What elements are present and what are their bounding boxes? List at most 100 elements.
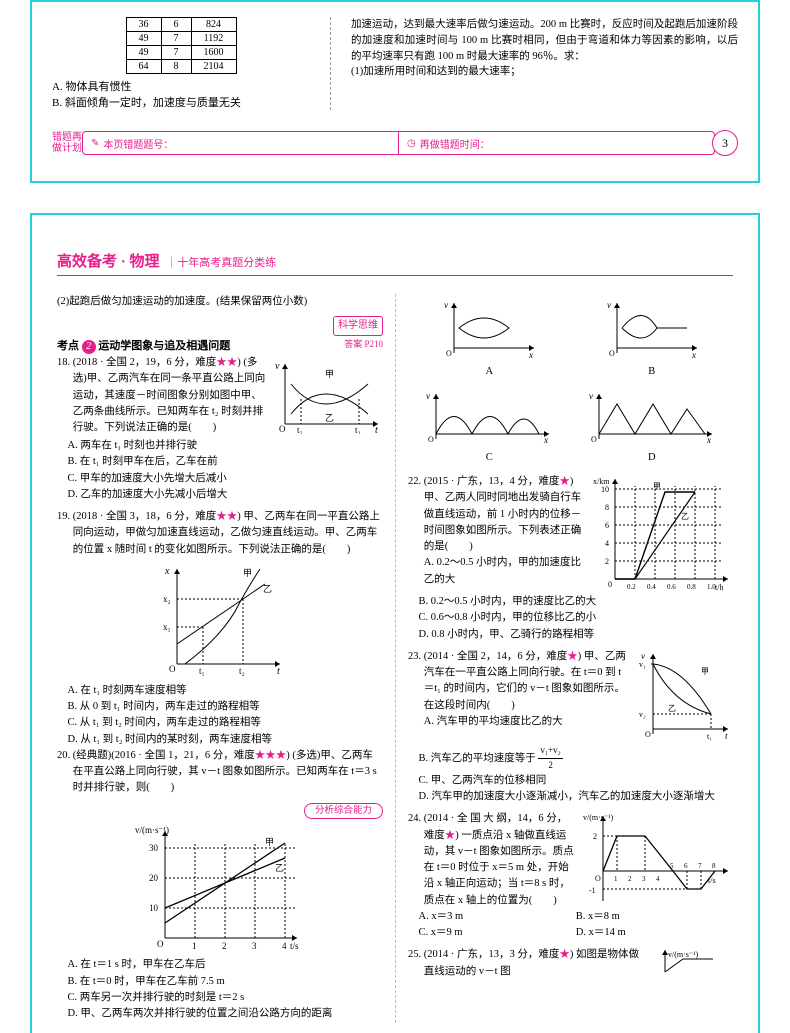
sub-q1: (1)加速所用时间和达到的最大速率； bbox=[351, 64, 738, 80]
page-number: 3 bbox=[712, 130, 738, 156]
svg-text:v: v bbox=[444, 300, 448, 310]
svg-text:乙: 乙 bbox=[325, 413, 334, 423]
top-panel: 366824 4971192 4971600 6482104 A. 物体具有惯性… bbox=[30, 0, 760, 183]
svg-text:O: O bbox=[169, 664, 176, 674]
svg-text:t/h: t/h bbox=[715, 583, 723, 592]
svg-text:x: x bbox=[164, 566, 170, 577]
svg-text:x: x bbox=[691, 350, 696, 358]
option-figs-row2: xvO C xvO D bbox=[408, 389, 733, 467]
table-row: 6482104 bbox=[126, 60, 236, 74]
svg-text:甲: 甲 bbox=[265, 837, 274, 847]
svg-text:t/s: t/s bbox=[290, 941, 299, 951]
svg-text:乙: 乙 bbox=[668, 704, 676, 713]
svg-text:O: O bbox=[609, 349, 615, 358]
svg-text:1: 1 bbox=[192, 941, 197, 951]
svg-text:t₁: t₁ bbox=[297, 425, 303, 434]
q24-b: B. x＝8 m bbox=[576, 909, 733, 925]
q-continuation: (2)起跑后做匀加速运动的加速度。(结果保留两位小数) bbox=[57, 294, 383, 310]
q20-b: B. 在 t＝0 时，甲车在乙车前 7.5 m bbox=[57, 974, 383, 990]
q23: 23. (2014 · 全国 2，14，6 分，难度★) 甲、乙两汽车在一平直公… bbox=[408, 649, 733, 805]
mistake-box-2[interactable]: ◷再做错题时间： bbox=[399, 132, 714, 154]
svg-text:v: v bbox=[426, 391, 430, 401]
answer-ref: 答案 P210 bbox=[344, 338, 383, 352]
q24-d: D. x＝14 m bbox=[576, 925, 733, 941]
q24: 24. (2014 · 全 国 大 纲，14，6 分，难度★) 一质点沿 x 轴… bbox=[408, 811, 733, 941]
svg-text:v: v bbox=[607, 300, 611, 310]
q24-a: A. x＝3 m bbox=[419, 909, 576, 925]
svg-text:v: v bbox=[275, 361, 280, 372]
svg-text:t: t bbox=[725, 731, 728, 741]
mistake-plan-row: 错题再做计划 ✎本页错题题号： ◷再做错题时间： 3 bbox=[52, 130, 738, 156]
svg-text:t/s: t/s bbox=[708, 876, 716, 885]
q18-c: C. 甲车的加速度大小先增大后减小 bbox=[57, 471, 383, 487]
svg-text:30: 30 bbox=[149, 843, 159, 853]
table-row: 366824 bbox=[126, 18, 236, 32]
fig-q20: t/sv/(m·s⁻¹) O 10 20 30 1 2 3 4 甲乙 bbox=[135, 823, 305, 953]
svg-text:O: O bbox=[428, 435, 434, 444]
mistake-label: 错题再做计划 bbox=[52, 132, 82, 154]
fig-opt-b: x v O bbox=[602, 298, 702, 358]
option-b: B. 斜面倾角一定时，加速度与质量无关 bbox=[52, 94, 310, 110]
option-figs-row1: xvO A xvO B bbox=[408, 298, 733, 381]
svg-text:乙: 乙 bbox=[263, 584, 272, 594]
svg-text:0.8: 0.8 bbox=[687, 583, 696, 591]
svg-text:v/(m·s⁻¹): v/(m·s⁻¹) bbox=[135, 825, 169, 835]
svg-text:O: O bbox=[645, 730, 651, 739]
q22-c: C. 0.6～0.8 小时内，甲的位移比乙的小 bbox=[408, 610, 733, 626]
mistake-boxes: ✎本页错题题号： ◷再做错题时间： bbox=[82, 131, 715, 155]
topic-label: 考点 bbox=[57, 340, 79, 352]
svg-text:1.0: 1.0 bbox=[707, 583, 716, 591]
q19-c: C. 从 t₁ 到 t₂ 时间内，两车走过的路程相等 bbox=[57, 715, 383, 731]
svg-text:-1: -1 bbox=[589, 886, 596, 895]
topic-header: 考点 2 运动学图象与追及相遇问题 答案 P210 bbox=[57, 338, 383, 355]
q18: 18. (2018 · 全国 2，19，6 分，难度★★) (多选)甲、乙两汽车… bbox=[57, 355, 383, 503]
svg-text:t₁: t₁ bbox=[707, 732, 712, 741]
q19-b: B. 从 0 到 t₁ 时间内，两车走过的路程相等 bbox=[57, 699, 383, 715]
table-row: 4971192 bbox=[126, 32, 236, 46]
svg-text:10: 10 bbox=[601, 485, 609, 494]
fig-q18: tv O 甲乙 t₁ t₂ bbox=[273, 359, 383, 434]
q22-a: A. 0.2～0.5 小时内，甲的加速度比乙的大 bbox=[424, 555, 587, 588]
svg-text:4: 4 bbox=[656, 875, 660, 883]
svg-text:v₁: v₁ bbox=[639, 660, 646, 669]
header-brand: 高效备考 · 物理 bbox=[57, 254, 160, 270]
svg-text:t: t bbox=[375, 425, 378, 434]
svg-text:8: 8 bbox=[605, 503, 609, 512]
table-row: 4971600 bbox=[126, 46, 236, 60]
svg-text:v/(m·s⁻¹): v/(m·s⁻¹) bbox=[668, 950, 699, 959]
q20: 20. (经典题)(2016 · 全国 1，21，6 分，难度★★★) (多选)… bbox=[57, 748, 383, 797]
svg-text:甲: 甲 bbox=[701, 667, 709, 676]
q23-c: C. 甲、乙两汽车的位移相同 bbox=[408, 773, 733, 789]
top-right: 加速运动，达到最大速率后做匀速运动。200 m 比赛时，反应时间及起跑后加速阶段… bbox=[351, 17, 738, 110]
q22-b: B. 0.2～0.5 小时内，甲的速度比乙的大 bbox=[408, 594, 733, 610]
svg-text:O: O bbox=[595, 874, 601, 883]
svg-text:O: O bbox=[446, 349, 452, 358]
svg-text:8: 8 bbox=[712, 862, 716, 870]
q22-body: 甲、乙两人同时同地出发骑自行车做直线运动，前 1 小时内的位移－时间图象如图所示… bbox=[424, 492, 582, 552]
top-left: 366824 4971192 4971600 6482104 A. 物体具有惯性… bbox=[52, 17, 310, 110]
q20-d: D. 甲、乙两车两次并排行驶的位置之间沿公路方向的距离 bbox=[57, 1006, 383, 1022]
q20-head: 20. (经典题)(2016 · 全国 1，21，6 分，难度 bbox=[57, 750, 255, 761]
svg-text:2: 2 bbox=[605, 557, 609, 566]
svg-text:x: x bbox=[528, 350, 533, 358]
svg-text:t₁: t₁ bbox=[199, 666, 205, 676]
q25: 25. (2014 · 广东，13，3 分，难度★) 如图是物体做直线运动的 v… bbox=[408, 947, 733, 980]
q22-head: 22. (2015 · 广东，13，4 分，难度 bbox=[408, 476, 559, 487]
pencil-icon: ✎ bbox=[91, 138, 99, 149]
tag-analysis: 分析综合能力 bbox=[304, 803, 383, 820]
topic-title: 运动学图象与追及相遇问题 bbox=[98, 340, 230, 352]
svg-text:甲: 甲 bbox=[243, 568, 252, 578]
q18-b: B. 在 t₁ 时刻甲车在后，乙车在前 bbox=[57, 454, 383, 470]
svg-text:O: O bbox=[279, 424, 286, 434]
svg-text:乙: 乙 bbox=[681, 512, 689, 521]
opt-c-label: C bbox=[424, 450, 554, 466]
q23-head: 23. (2014 · 全国 2，14，6 分，难度 bbox=[408, 651, 567, 662]
svg-text:2: 2 bbox=[593, 832, 597, 841]
svg-text:7: 7 bbox=[698, 862, 702, 870]
fig-q23: tvO 甲乙 v₁ v₂t₁ bbox=[633, 649, 733, 744]
mistake-box-1[interactable]: ✎本页错题题号： bbox=[83, 132, 399, 154]
q19: 19. (2018 · 全国 3，18，6 分，难度★★) 甲、乙两车在同一平直… bbox=[57, 509, 383, 558]
svg-text:x₂: x₂ bbox=[163, 594, 171, 604]
svg-text:x: x bbox=[706, 435, 711, 444]
svg-text:x₁: x₁ bbox=[163, 622, 171, 632]
